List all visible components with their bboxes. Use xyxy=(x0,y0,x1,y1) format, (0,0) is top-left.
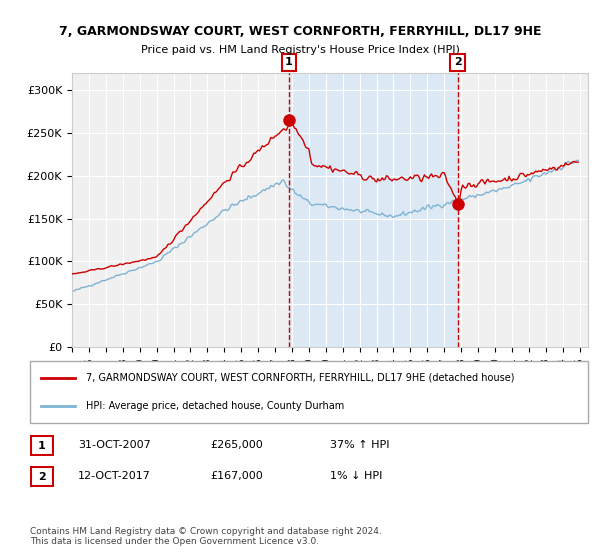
Text: HPI: Average price, detached house, County Durham: HPI: Average price, detached house, Coun… xyxy=(86,401,344,411)
Text: 1: 1 xyxy=(38,441,46,451)
Text: 31-OCT-2007: 31-OCT-2007 xyxy=(78,440,151,450)
Text: 2: 2 xyxy=(454,57,461,67)
FancyBboxPatch shape xyxy=(31,467,53,486)
FancyBboxPatch shape xyxy=(31,436,53,455)
Text: £167,000: £167,000 xyxy=(210,471,263,481)
Text: 1: 1 xyxy=(285,57,293,67)
Text: 7, GARMONDSWAY COURT, WEST CORNFORTH, FERRYHILL, DL17 9HE: 7, GARMONDSWAY COURT, WEST CORNFORTH, FE… xyxy=(59,25,541,38)
Text: £265,000: £265,000 xyxy=(210,440,263,450)
Text: Price paid vs. HM Land Registry's House Price Index (HPI): Price paid vs. HM Land Registry's House … xyxy=(140,45,460,55)
Text: 37% ↑ HPI: 37% ↑ HPI xyxy=(330,440,389,450)
Text: 12-OCT-2017: 12-OCT-2017 xyxy=(78,471,151,481)
FancyBboxPatch shape xyxy=(30,361,588,423)
Bar xyxy=(289,73,458,347)
Text: Contains HM Land Registry data © Crown copyright and database right 2024.
This d: Contains HM Land Registry data © Crown c… xyxy=(30,526,382,546)
Text: 7, GARMONDSWAY COURT, WEST CORNFORTH, FERRYHILL, DL17 9HE (detached house): 7, GARMONDSWAY COURT, WEST CORNFORTH, FE… xyxy=(86,373,514,383)
Text: 2: 2 xyxy=(38,472,46,482)
Text: 1% ↓ HPI: 1% ↓ HPI xyxy=(330,471,382,481)
